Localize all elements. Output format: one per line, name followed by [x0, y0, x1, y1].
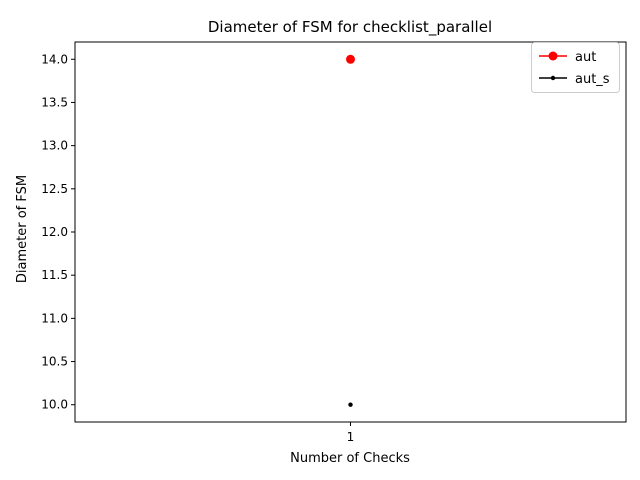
legend-label-aut_s: aut_s [575, 72, 610, 87]
legend-marker-aut [548, 51, 558, 61]
y-tick-label: 11.5 [41, 268, 68, 282]
data-point-aut [346, 54, 355, 64]
x-axis-label: Number of Checks [290, 451, 410, 466]
plot-frame [74, 41, 627, 423]
series-aut_s [348, 402, 353, 407]
y-tick-label: 10.5 [41, 355, 68, 369]
y-tick-label: 12.5 [41, 182, 68, 196]
series-aut [346, 54, 355, 64]
y-axis: 10.0 10.5 11.0 11.5 12.0 12.5 13.0 13.5 14.0 [41, 52, 75, 412]
y-tick-label: 12.0 [41, 225, 68, 239]
y-tick-label: 13.5 [41, 95, 68, 109]
legend-marker-aut_s [550, 75, 556, 81]
y-tick-label: 10.0 [41, 398, 68, 412]
series-layer [346, 54, 355, 407]
data-point-aut_s [348, 402, 353, 407]
x-axis: 1 [347, 422, 355, 444]
y-tick-label: 13.0 [41, 139, 68, 153]
y-axis-label: Diameter of FSM [15, 175, 30, 283]
chart-title: Diameter of FSM for checklist_parallel [208, 18, 492, 37]
plot-area [74, 41, 627, 423]
y-tick-label: 14.0 [41, 52, 68, 66]
legend: aut aut_s [531, 42, 620, 93]
x-tick-label: 1 [347, 430, 355, 444]
legend-label-aut: aut [575, 50, 596, 65]
y-tick-label: 11.0 [41, 311, 68, 325]
